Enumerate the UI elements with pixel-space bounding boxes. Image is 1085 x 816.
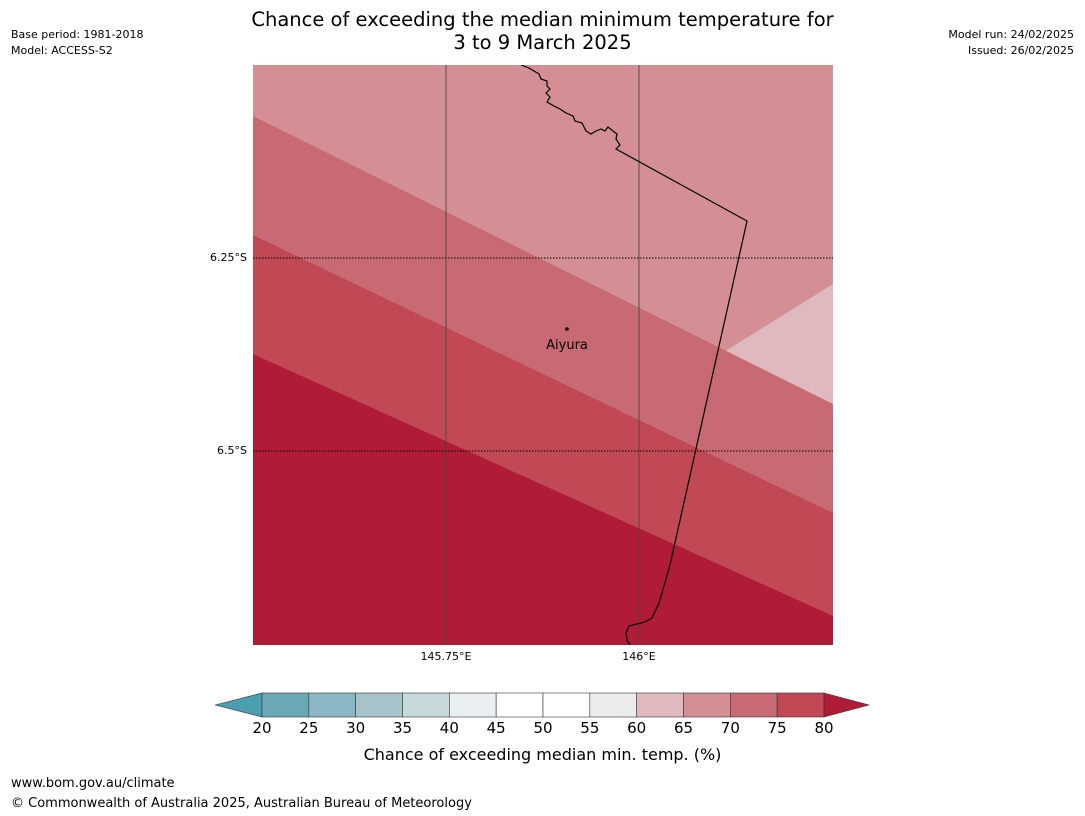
colorbar-tick-label: 45: [486, 719, 506, 737]
aiyura-marker: [565, 327, 569, 331]
colorbar-tick-label: 60: [627, 719, 647, 737]
colorbar-segments: [261, 692, 825, 718]
colorbar-segment: [730, 692, 778, 718]
issued-text: Issued: 26/02/2025: [967, 44, 1074, 57]
colorbar-segment: [589, 692, 637, 718]
base-period-text: Base period: 1981-2018: [11, 28, 144, 41]
colorbar-segment: [308, 692, 356, 718]
band-5: [253, 354, 833, 645]
colorbar-tick-label: 40: [439, 719, 459, 737]
title-line-2: 3 to 9 March 2025: [453, 31, 632, 54]
lat-label-6-25: 6.25°S: [210, 251, 247, 264]
colorbar-segment: [542, 692, 591, 718]
map-panel[interactable]: Aiyura: [253, 65, 833, 645]
lon-label-145-75: 145.75°E: [420, 650, 472, 663]
meta-left: Base period: 1981-2018 Model: ACCESS-S2: [11, 27, 143, 59]
colorbar-tick-label: 50: [533, 719, 553, 737]
lon-label-146: 146°E: [622, 650, 656, 663]
map-svg[interactable]: Aiyura: [253, 65, 833, 645]
footer-url[interactable]: www.bom.gov.au/climate: [11, 776, 175, 791]
meta-right: Model run: 24/02/2025 Issued: 26/02/2025: [948, 27, 1074, 59]
colorbar-segment: [636, 692, 684, 718]
colorbar-tick-label: 75: [767, 719, 787, 737]
colorbar-tick-label: 80: [814, 719, 834, 737]
model-run-text: Model run: 24/02/2025: [948, 28, 1074, 41]
model-text: Model: ACCESS-S2: [11, 44, 113, 57]
colorbar-tick-label: 25: [299, 719, 319, 737]
colorbar-segment: [355, 692, 403, 718]
colorbar-tick-label: 70: [720, 719, 740, 737]
map-title: Chance of exceeding the median minimum t…: [0, 8, 1085, 54]
lat-label-6-5: 6.5°S: [217, 444, 247, 457]
colorbar-segment: [261, 692, 310, 718]
colorbar-tick-label: 65: [673, 719, 694, 737]
colorbar-tick-label: 30: [346, 719, 366, 737]
colorbar-tick-label: 55: [580, 719, 600, 737]
province-border: [520, 65, 748, 645]
colorbar-segment: [449, 692, 497, 718]
colorbar-segment: [776, 692, 825, 718]
footer-copyright: © Commonwealth of Australia 2025, Austra…: [11, 796, 472, 811]
colorbar-segment: [495, 692, 544, 718]
colorbar: [215, 692, 871, 718]
colorbar-tick-label: 35: [392, 719, 413, 737]
colorbar-segment: [402, 692, 450, 718]
colorbar-tick-label: 20: [252, 719, 272, 737]
colorbar-over-arrow: [823, 692, 871, 718]
title-line-1: Chance of exceeding the median minimum t…: [251, 8, 834, 31]
colorbar-under-arrow: [215, 692, 263, 718]
colorbar-segment: [683, 692, 731, 718]
aiyura-label: Aiyura: [546, 338, 588, 353]
colorbar-label: Chance of exceeding median min. temp. (%…: [363, 745, 722, 764]
